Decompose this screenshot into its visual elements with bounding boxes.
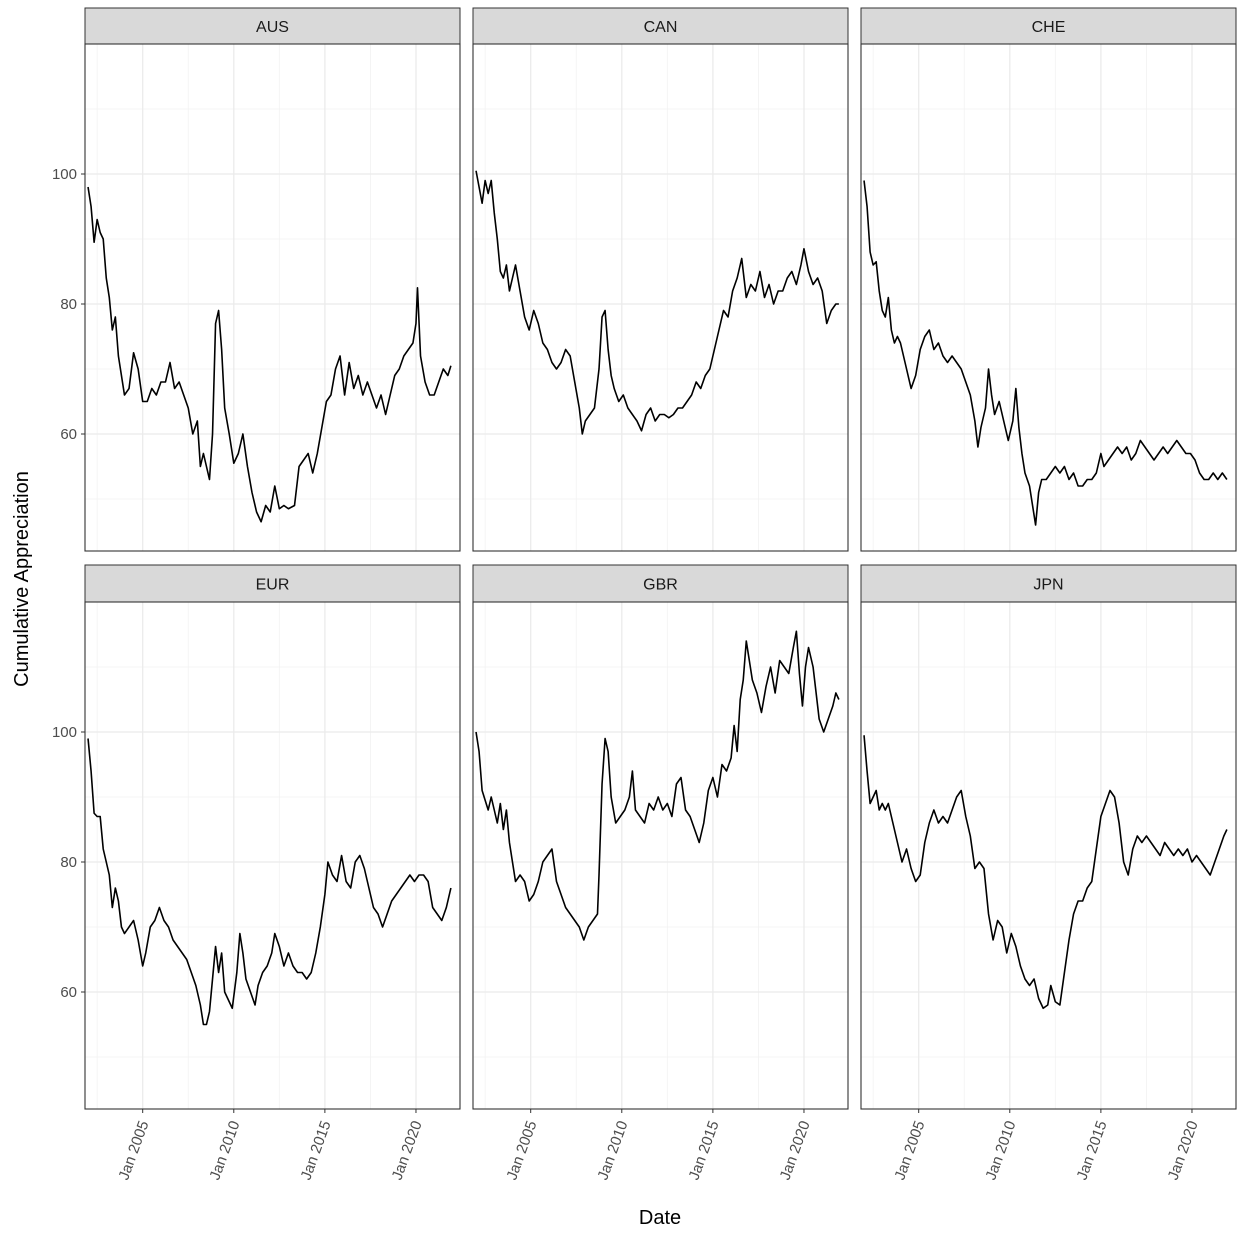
- series-line-che: [863, 180, 1228, 526]
- facet-strip-label: GBR: [643, 577, 678, 594]
- facet-panel-che: CHE: [860, 7, 1237, 552]
- panel-border: [472, 43, 849, 552]
- x-tick-label: Jan 2015: [686, 1119, 723, 1183]
- x-tick-label: Jan 2015: [1074, 1119, 1111, 1183]
- x-tick-label: Jan 2010: [206, 1119, 243, 1183]
- y-axis-title: Cumulative Appreciation: [11, 471, 33, 687]
- x-tick-label: Jan 2005: [503, 1119, 540, 1183]
- facet-strip: [860, 564, 1237, 603]
- x-tick-label: Jan 2005: [891, 1119, 928, 1183]
- facet-strip: [860, 7, 1237, 45]
- series-line-aus: [87, 186, 452, 523]
- facet-panel-jpn: JPN: [860, 564, 1237, 1110]
- panel-border: [472, 601, 849, 1110]
- panels-layer: AUS CAN CHE EUR GBR JPN: [84, 7, 1237, 1110]
- plot-background: [473, 602, 848, 1109]
- series-line-jpn: [863, 735, 1228, 1010]
- facet-strip: [84, 7, 461, 45]
- facet-strip: [472, 564, 849, 603]
- facet-strip: [472, 7, 849, 45]
- plot-background: [85, 44, 460, 551]
- facet-panel-can: CAN: [472, 7, 849, 552]
- series-line-can: [475, 170, 839, 435]
- x-axis-title: Date: [639, 1207, 681, 1229]
- facet-strip-label: JPN: [1033, 577, 1063, 594]
- y-tick-label: 60: [60, 426, 77, 443]
- plot-background: [861, 602, 1236, 1109]
- x-tick-label: Jan 2005: [115, 1119, 152, 1183]
- x-tick-label: Jan 2010: [982, 1119, 1019, 1183]
- facet-panel-gbr: GBR: [472, 564, 849, 1110]
- series-line-eur: [87, 738, 452, 1026]
- facet-panel-aus: AUS: [84, 7, 461, 552]
- facet-panel-eur: EUR: [84, 564, 461, 1110]
- panel-border: [860, 601, 1237, 1110]
- facet-strip-label: CHE: [1032, 19, 1066, 36]
- facet-strip: [84, 564, 461, 603]
- x-tick-label: Jan 2020: [1165, 1119, 1202, 1183]
- panel-border: [84, 43, 461, 552]
- panel-border: [84, 601, 461, 1110]
- y-tick-label: 80: [60, 854, 77, 871]
- plot-background: [473, 44, 848, 551]
- facet-strip-label: AUS: [256, 19, 289, 36]
- y-tick-label: 80: [60, 296, 77, 313]
- x-tick-label: Jan 2020: [389, 1119, 426, 1183]
- y-tick-label: 60: [60, 984, 77, 1001]
- y-tick-label: 100: [52, 166, 77, 183]
- plot-background: [85, 602, 460, 1109]
- x-tick-label: Jan 2015: [298, 1119, 335, 1183]
- x-tick-label: Jan 2020: [777, 1119, 814, 1183]
- panel-border: [860, 43, 1237, 552]
- plot-background: [861, 44, 1236, 551]
- series-line-gbr: [475, 630, 840, 941]
- facet-strip-label: CAN: [644, 19, 678, 36]
- facet-strip-label: EUR: [256, 577, 290, 594]
- y-tick-label: 100: [52, 724, 77, 741]
- x-tick-label: Jan 2010: [594, 1119, 631, 1183]
